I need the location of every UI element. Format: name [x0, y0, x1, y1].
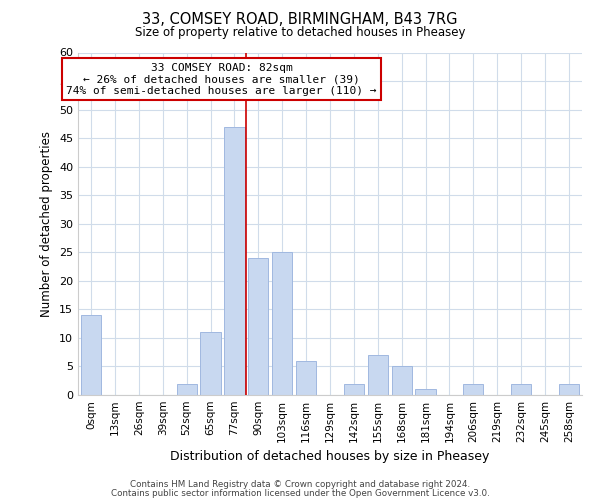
Bar — [559, 384, 579, 395]
Text: Size of property relative to detached houses in Pheasey: Size of property relative to detached ho… — [135, 26, 465, 39]
X-axis label: Distribution of detached houses by size in Pheasey: Distribution of detached houses by size … — [170, 450, 490, 464]
Bar — [344, 384, 364, 395]
Text: Contains public sector information licensed under the Open Government Licence v3: Contains public sector information licen… — [110, 488, 490, 498]
Bar — [272, 252, 292, 395]
Text: 33 COMSEY ROAD: 82sqm
← 26% of detached houses are smaller (39)
74% of semi-deta: 33 COMSEY ROAD: 82sqm ← 26% of detached … — [67, 63, 377, 96]
Text: 33, COMSEY ROAD, BIRMINGHAM, B43 7RG: 33, COMSEY ROAD, BIRMINGHAM, B43 7RG — [142, 12, 458, 28]
Bar — [248, 258, 268, 395]
Text: Contains HM Land Registry data © Crown copyright and database right 2024.: Contains HM Land Registry data © Crown c… — [130, 480, 470, 489]
Bar — [296, 361, 316, 395]
Bar — [200, 332, 221, 395]
Bar — [224, 126, 245, 395]
Bar — [415, 390, 436, 395]
Y-axis label: Number of detached properties: Number of detached properties — [40, 130, 53, 317]
Bar — [176, 384, 197, 395]
Bar — [463, 384, 484, 395]
Bar — [511, 384, 531, 395]
Bar — [81, 315, 101, 395]
Bar — [368, 355, 388, 395]
Bar — [392, 366, 412, 395]
